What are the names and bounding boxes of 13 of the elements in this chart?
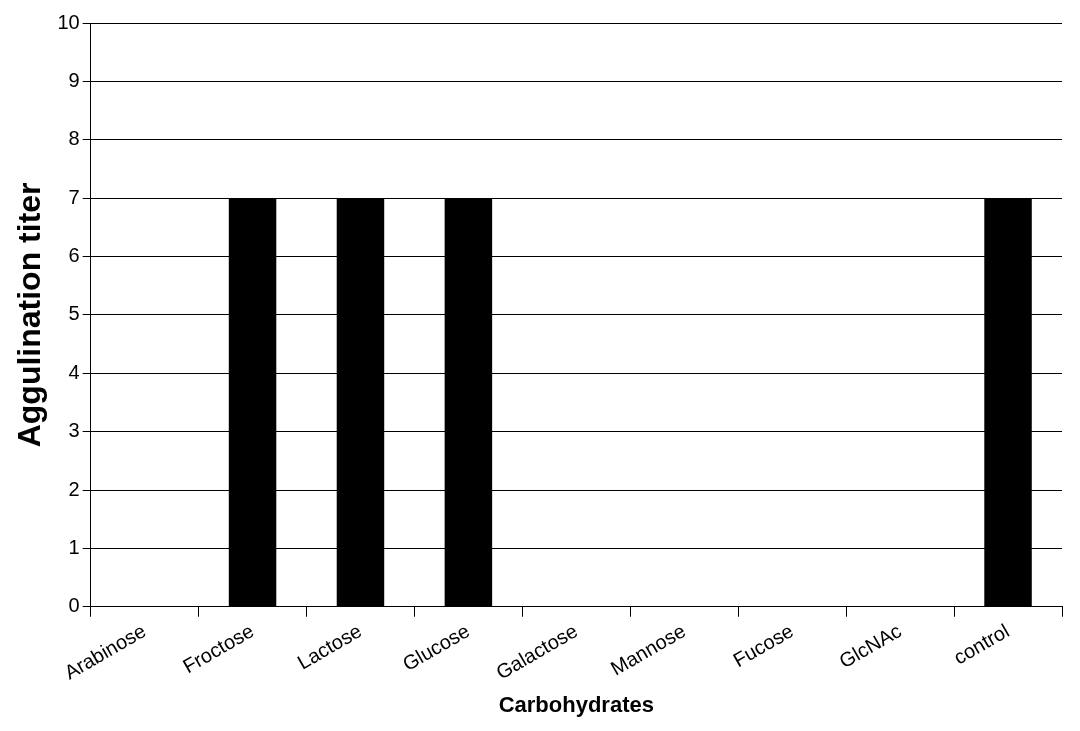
y-tick-label: 0 [68, 594, 80, 617]
y-tick-label: 4 [68, 360, 80, 383]
y-axis-title: Aggulination titer [11, 182, 48, 448]
y-tick-label: 9 [68, 68, 80, 91]
y-tick-label: 10 [57, 10, 80, 33]
y-tick-label: 5 [68, 302, 80, 325]
y-tick-label: 2 [68, 477, 80, 500]
y-tick-label: 6 [68, 244, 80, 267]
y-tick-label: 3 [68, 419, 80, 442]
y-tick-label: 8 [68, 127, 80, 150]
y-tick-label: 7 [68, 185, 80, 208]
x-axis-title: Carbohydrates [498, 691, 654, 717]
y-tick-label: 1 [68, 535, 80, 558]
